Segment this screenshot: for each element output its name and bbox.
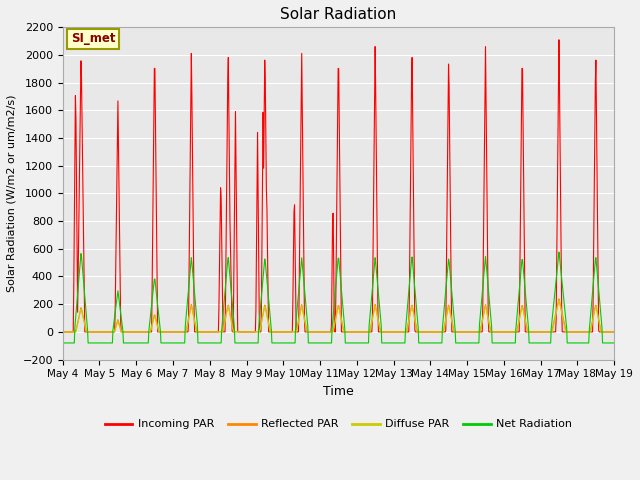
Reflected PAR [499,329,506,335]
Incoming PAR [59,329,67,335]
Net Radiation [489,340,497,346]
Diffuse PAR [611,329,618,335]
Net Radiation [115,297,123,302]
Net Radiation [438,340,445,346]
Net Radiation [282,340,289,346]
Net Radiation [301,299,309,304]
Incoming PAR [438,329,445,335]
Net Radiation [59,340,67,346]
Diffuse PAR [282,329,289,335]
Line: Reflected PAR: Reflected PAR [63,299,614,332]
Incoming PAR [499,329,506,335]
Diffuse PAR [499,329,506,335]
Net Radiation [499,340,506,346]
X-axis label: Time: Time [323,385,354,398]
Reflected PAR [611,329,618,335]
Title: Solar Radiation: Solar Radiation [280,7,397,22]
Incoming PAR [301,329,309,335]
Reflected PAR [301,321,309,327]
Line: Net Radiation: Net Radiation [63,252,614,343]
Reflected PAR [59,329,67,335]
Diffuse PAR [301,323,309,328]
Reflected PAR [555,296,563,302]
Reflected PAR [489,329,497,335]
Incoming PAR [611,329,618,335]
Net Radiation [611,340,618,346]
Diffuse PAR [489,329,497,335]
Line: Diffuse PAR: Diffuse PAR [63,300,614,332]
Reflected PAR [438,329,445,335]
Line: Incoming PAR: Incoming PAR [63,40,614,332]
Incoming PAR [555,37,563,43]
Reflected PAR [115,321,123,326]
Incoming PAR [282,329,289,335]
Y-axis label: Solar Radiation (W/m2 or um/m2/s): Solar Radiation (W/m2 or um/m2/s) [7,95,17,292]
Diffuse PAR [438,329,445,335]
Incoming PAR [115,186,123,192]
Diffuse PAR [115,322,123,327]
Incoming PAR [489,329,497,335]
Legend: Incoming PAR, Reflected PAR, Diffuse PAR, Net Radiation: Incoming PAR, Reflected PAR, Diffuse PAR… [100,415,577,434]
Net Radiation [555,249,563,255]
Diffuse PAR [555,298,563,303]
Reflected PAR [282,329,289,335]
Text: SI_met: SI_met [71,32,115,45]
Diffuse PAR [59,329,67,335]
